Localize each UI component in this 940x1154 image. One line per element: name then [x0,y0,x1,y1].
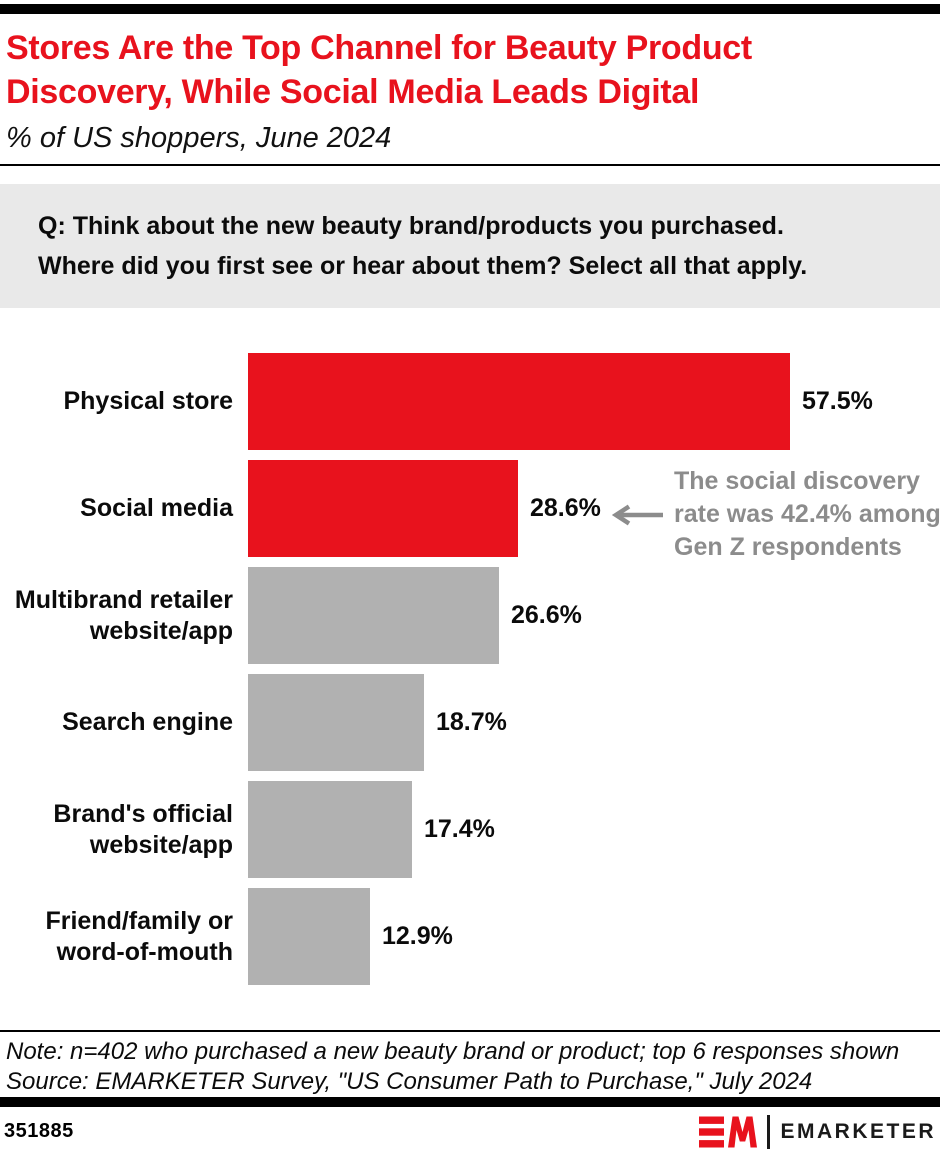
bar-row: Social media 28.6% [0,460,940,557]
bar [248,674,424,771]
annotation-line-1: The social discovery [674,467,920,495]
value-label: 28.6% [530,494,601,522]
chart-subtitle: % of US shoppers, June 2024 [6,122,392,154]
bar-row: Physical store 57.5% [0,353,940,450]
bar-chart: Physical store 57.5% Social media 28.6% … [0,353,940,985]
category-label: Social media [80,494,233,522]
page-title-line-1: Stores Are the Top Channel for Beauty Pr… [6,29,752,67]
bar [248,460,518,557]
header: Stores Are the Top Channel for Beauty Pr… [0,26,940,156]
left-arrow-icon [612,503,664,527]
value-label: 57.5% [802,387,873,415]
bar-rows: Physical store 57.5% Social media 28.6% … [0,353,940,985]
value-label: 18.7% [436,708,507,736]
value-label: 12.9% [382,922,453,950]
header-divider [0,164,940,166]
category-label: Friend/family or word-of-mouth [45,906,233,966]
bar [248,567,499,664]
emarketer-logo: EMARKETER [699,1114,936,1149]
bar-row: Friend/family or word-of-mouth 12.9% [0,888,940,985]
page-title-line-2: Discovery, While Social Media Leads Digi… [6,73,700,111]
survey-question-box: Q: Think about the new beauty brand/prod… [0,184,940,308]
top-black-bar [0,4,940,14]
value-label: 17.4% [424,815,495,843]
survey-question-line-1: Q: Think about the new beauty brand/prod… [38,212,784,240]
note-text: Note: n=402 who purchased a new beauty b… [6,1038,900,1065]
page-title: Stores Are the Top Channel for Beauty Pr… [6,26,932,114]
annotation-text: The social discovery rate was 42.4% amon… [674,465,940,564]
annotation-line-3: Gen Z respondents [674,533,902,561]
footer: 351885 EMARKETER [0,1107,940,1150]
bar-row: Search engine 18.7% [0,674,940,771]
value-label: 26.6% [511,601,582,629]
bar [248,353,790,450]
bar [248,781,412,878]
annotation-callout: The social discovery rate was 42.4% amon… [612,465,940,564]
logo-divider [767,1114,771,1149]
em-logo-mark-icon [699,1115,758,1149]
annotation-line-2: rate was 42.4% among [674,500,940,528]
bar-row: Multibrand retailer website/app 26.6% [0,567,940,664]
category-label: Search engine [62,708,233,736]
infographic-page: Stores Are the Top Channel for Beauty Pr… [0,4,940,1154]
category-label: Multibrand retailer website/app [14,585,233,645]
bar-row: Brand's official website/app 17.4% [0,781,940,878]
note-divider [0,1030,940,1032]
category-label: Physical store [63,387,233,415]
notes: Note: n=402 who purchased a new beauty b… [0,1037,940,1097]
brand-wordmark: EMARKETER [780,1119,936,1143]
source-text: Source: EMARKETER Survey, "US Consumer P… [6,1068,813,1095]
bottom-black-bar [0,1097,940,1107]
chart-id: 351885 [4,1120,74,1142]
bar [248,888,370,985]
survey-question-line-2: Where did you first see or hear about th… [38,252,808,280]
category-label: Brand's official website/app [53,799,233,859]
